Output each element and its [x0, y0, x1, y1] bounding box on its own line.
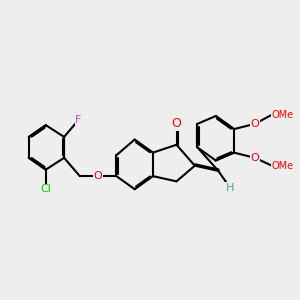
Text: O: O: [172, 117, 182, 130]
Text: F: F: [75, 115, 82, 125]
Text: O: O: [94, 171, 103, 181]
Text: Cl: Cl: [40, 184, 51, 194]
Text: OMe: OMe: [272, 161, 294, 171]
Text: O: O: [250, 153, 259, 163]
Text: OMe: OMe: [272, 110, 294, 120]
Text: H: H: [226, 183, 234, 193]
Text: O: O: [250, 119, 259, 129]
